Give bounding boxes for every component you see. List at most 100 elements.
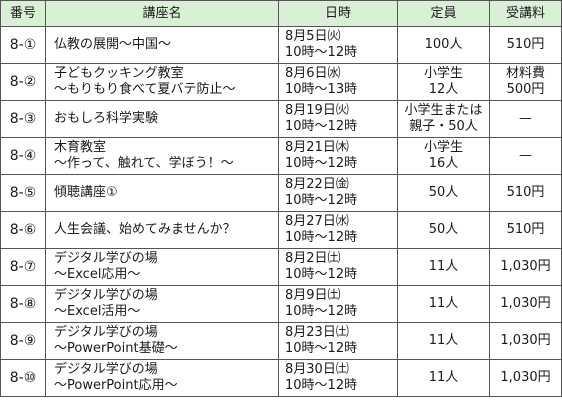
course-fee: 1,030円: [489, 359, 562, 397]
course-name: 仏教の展開～中国～: [45, 26, 279, 64]
course-name-line: おもしろ科学実験: [54, 111, 159, 126]
course-capacity-line: 16人: [428, 156, 459, 171]
course-fee-line: —: [519, 111, 532, 126]
course-number: 8-⑧: [0, 285, 46, 323]
course-number: 8-⑩: [0, 359, 46, 397]
course-number: 8-②: [0, 63, 46, 101]
course-capacity: 小学生 16人: [397, 137, 490, 175]
table-row: 8-⑧ デジタル学びの場 ～Excel活用～ 8月9日㈯ 10時～12時 11人 1,030…: [0, 285, 562, 323]
table-row: 8-⑨ デジタル学びの場 ～PowerPoint基礎～ 8月23日㈯ 10時～12時 11…: [0, 322, 562, 360]
course-date: 8月9日㈯: [285, 288, 341, 303]
course-name-line: デジタル学びの場: [54, 251, 158, 266]
header-row: 番号 講座名 日時 定員 受講料: [0, 0, 562, 27]
course-capacity-line: 11人: [428, 259, 459, 274]
table-row: 8-④ 木育教室 ～作って、触れて、学ぼう！～ 8月21日㈭ 10時～12時 小学生 16人…: [0, 137, 562, 175]
course-date: 8月2日㈯: [285, 251, 341, 266]
course-time: 10時～12時: [285, 304, 358, 319]
course-fee-line: 1,030円: [500, 259, 551, 274]
course-capacity: 小学生 12人: [397, 63, 490, 101]
course-fee: —: [489, 100, 562, 138]
course-name-line: 傾聴講座①: [54, 185, 118, 200]
table-body: 8-① 仏教の展開～中国～ 8月5日㈫ 10時～12時 100人 510円 8-② 子どもクッ…: [0, 26, 562, 397]
course-datetime: 8月2日㈯ 10時～12時: [278, 248, 398, 286]
course-fee: 1,030円: [489, 285, 562, 323]
course-capacity-line: 小学生: [423, 140, 463, 155]
header-capacity: 定員: [397, 0, 490, 27]
course-name-line: ～作って、触れて、学ぼう！～: [54, 156, 234, 171]
header-datetime: 日時: [278, 0, 398, 27]
course-number: 8-⑥: [0, 211, 46, 249]
course-fee-line: 1,030円: [500, 296, 551, 311]
course-capacity: 11人: [397, 322, 490, 360]
course-datetime: 8月19日㈫ 10時～12時: [278, 100, 398, 138]
course-capacity-line: 小学生または: [404, 103, 483, 118]
course-name: デジタル学びの場 ～Excel活用～: [45, 285, 279, 323]
table-row: 8-⑥ 人生会議、始めてみませんか？ 8月27日㈬ 10時～12時 50人 510円: [0, 211, 562, 249]
course-name-line: デジタル学びの場: [54, 288, 158, 303]
course-capacity-line: 11人: [428, 333, 459, 348]
course-capacity: 11人: [397, 285, 490, 323]
course-name-line: デジタル学びの場: [54, 362, 158, 377]
course-name: 人生会議、始めてみませんか？: [45, 211, 279, 249]
course-name: おもしろ科学実験: [45, 100, 279, 138]
course-date: 8月6日㈬: [285, 66, 341, 81]
course-capacity-line: 50人: [428, 222, 459, 237]
course-name-line: デジタル学びの場: [54, 325, 158, 340]
course-name-line: 子どもクッキング教室: [54, 66, 184, 81]
course-time: 10時～12時: [285, 378, 358, 393]
course-name: 木育教室 ～作って、触れて、学ぼう！～: [45, 137, 279, 175]
course-name-line: 木育教室: [54, 140, 107, 155]
course-datetime: 8月27日㈬ 10時～12時: [278, 211, 398, 249]
course-datetime: 8月6日㈬ 10時～13時: [278, 63, 398, 101]
course-fee: 1,030円: [489, 248, 562, 286]
course-number: 8-⑦: [0, 248, 46, 286]
course-fee-line: 510円: [506, 37, 545, 52]
course-date: 8月19日㈫: [285, 103, 349, 118]
table-row: 8-⑩ デジタル学びの場 ～PowerPoint応用～ 8月30日㈯ 10時～12時 11…: [0, 359, 562, 397]
course-date: 8月30日㈯: [285, 362, 349, 377]
course-number: 8-⑤: [0, 174, 46, 212]
course-datetime: 8月9日㈯ 10時～12時: [278, 285, 398, 323]
course-name-line: 仏教の展開～中国～: [54, 37, 172, 52]
course-capacity-line: 親子・50人: [409, 119, 478, 134]
course-datetime: 8月5日㈫ 10時～12時: [278, 26, 398, 64]
course-date: 8月21日㈭: [285, 140, 349, 155]
course-name: 傾聴講座①: [45, 174, 279, 212]
course-fee: 510円: [489, 174, 562, 212]
course-datetime: 8月21日㈭ 10時～12時: [278, 137, 398, 175]
course-capacity: 11人: [397, 359, 490, 397]
course-name-line: ～Excel応用～: [54, 267, 141, 282]
course-time: 10時～12時: [285, 267, 358, 282]
course-number: 8-①: [0, 26, 46, 64]
course-name-line: ～PowerPoint応用～: [54, 378, 178, 393]
course-capacity: 50人: [397, 211, 490, 249]
course-capacity-line: 11人: [428, 370, 459, 385]
course-datetime: 8月30日㈯ 10時～12時: [278, 359, 398, 397]
course-datetime: 8月23日㈯ 10時～12時: [278, 322, 398, 360]
course-time: 10時～12時: [285, 119, 358, 134]
course-date: 8月23日㈯: [285, 325, 349, 340]
course-name: デジタル学びの場 ～PowerPoint基礎～: [45, 322, 279, 360]
course-name-line: ～PowerPoint基礎～: [54, 341, 178, 356]
course-capacity: 小学生または 親子・50人: [397, 100, 490, 138]
course-time: 10時～12時: [285, 45, 358, 60]
header-fee: 受講料: [489, 0, 562, 27]
course-datetime: 8月22日㈮ 10時～12時: [278, 174, 398, 212]
course-fee-line: —: [519, 148, 532, 163]
course-name: デジタル学びの場 ～PowerPoint応用～: [45, 359, 279, 397]
course-fee: 510円: [489, 26, 562, 64]
course-number: 8-⑨: [0, 322, 46, 360]
table-row: 8-① 仏教の展開～中国～ 8月5日㈫ 10時～12時 100人 510円: [0, 26, 562, 64]
course-number: 8-④: [0, 137, 46, 175]
course-capacity-line: 50人: [428, 185, 459, 200]
course-fee-line: 材料費: [505, 66, 545, 81]
course-fee-line: 510円: [506, 185, 545, 200]
course-fee: 510円: [489, 211, 562, 249]
course-capacity: 11人: [397, 248, 490, 286]
course-capacity: 100人: [397, 26, 490, 64]
course-date: 8月27日㈬: [285, 214, 349, 229]
course-time: 10時～12時: [285, 341, 358, 356]
course-time: 10時～13時: [285, 82, 358, 97]
course-capacity-line: 11人: [428, 296, 459, 311]
